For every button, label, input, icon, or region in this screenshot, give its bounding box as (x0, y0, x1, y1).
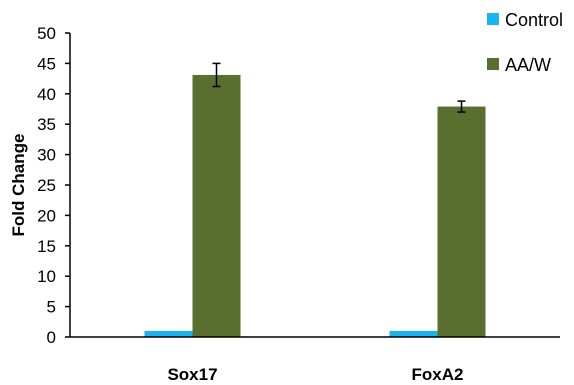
y-axis-ticks: 0 5 10 15 20 25 30 35 40 45 50 (37, 24, 70, 347)
bar-sox17-aa-w (192, 74, 241, 338)
error-bars-layer (212, 62, 466, 113)
legend-swatch (487, 58, 499, 70)
y-axis-title: Fold Change (9, 134, 28, 237)
bar-foxa2-control (389, 330, 438, 337)
y-tick-label: 0 (47, 328, 56, 347)
x-category-label: Sox17 (167, 365, 217, 384)
legend: Control AA/W (487, 10, 563, 75)
legend-swatch (487, 13, 499, 25)
y-tick-label: 25 (37, 176, 56, 195)
bar-sox17-control (144, 330, 193, 337)
y-tick-label: 20 (37, 206, 56, 225)
y-tick-label: 30 (37, 146, 56, 165)
bars-layer (144, 74, 486, 338)
legend-label: Control (505, 10, 563, 30)
y-tick-label: 50 (37, 24, 56, 43)
y-tick-label: 45 (37, 54, 56, 73)
legend-label: AA/W (505, 55, 551, 75)
y-tick-label: 35 (37, 115, 56, 134)
y-tick-label: 40 (37, 85, 56, 104)
y-tick-label: 10 (37, 267, 56, 286)
bar-foxa2-aa-w (437, 106, 486, 338)
x-axis-categories: Sox17 FoxA2 (167, 365, 463, 384)
x-category-label: FoxA2 (412, 365, 464, 384)
y-tick-label: 5 (47, 298, 56, 317)
y-tick-label: 15 (37, 237, 56, 256)
